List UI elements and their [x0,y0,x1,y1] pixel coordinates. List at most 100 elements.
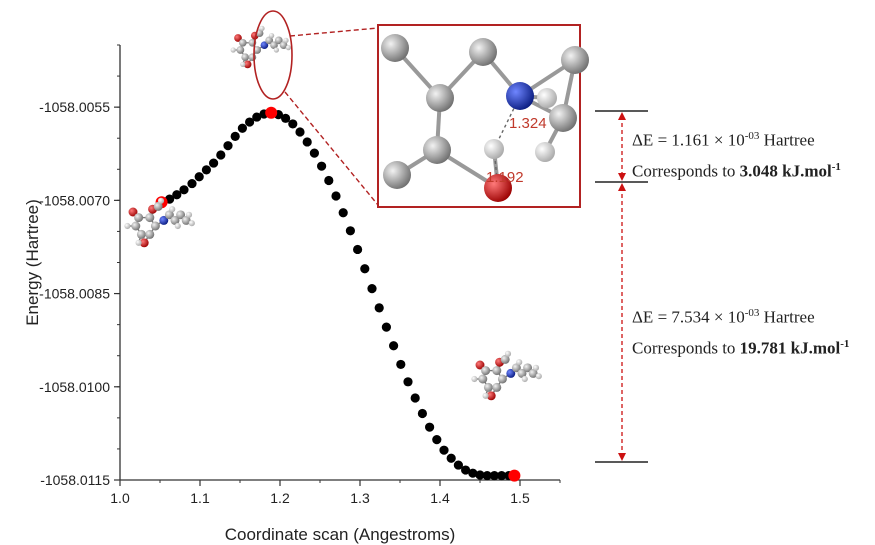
atom [497,374,507,384]
atom [273,47,280,53]
atom [135,239,142,246]
data-point [288,119,298,129]
data-point [453,460,463,470]
atom [270,41,278,50]
atom [157,197,165,204]
data-point [461,465,471,475]
atom [535,373,542,380]
atom [169,206,176,213]
x-tick-label: 1.1 [190,490,210,506]
atom [521,375,528,383]
inset-label-oh: 1.192 [486,169,524,186]
data-point [179,185,189,195]
atom [145,213,155,223]
atom [259,25,265,32]
atom [139,238,149,248]
atom [511,363,521,373]
data-point [482,471,492,481]
data-point [446,453,456,463]
molecule-product [471,350,542,401]
atom [484,139,504,159]
x-tick-label: 1.5 [510,490,530,506]
atom [481,366,491,376]
x-tick-label: 1.3 [350,490,370,506]
inset-label-nh: 1.324 [509,115,547,132]
data-point [425,422,435,432]
atom [136,229,146,239]
data-marks [155,106,521,482]
data-point [317,161,327,171]
data-point [281,113,291,123]
atom [471,375,478,383]
atom [504,350,512,357]
atom [243,60,252,69]
atom [484,174,512,202]
data-point [338,208,348,218]
molecule-reactant [124,197,195,248]
x-tick-label: 1.4 [430,490,450,506]
data-point [223,141,233,151]
atom [492,382,502,392]
x-tick-label: 1.0 [110,490,130,506]
data-point [367,284,377,294]
atom [561,46,589,74]
data-point [324,175,334,186]
atom [260,41,269,50]
atom [145,229,155,239]
atom [185,211,193,218]
atom [279,41,288,50]
data-point [468,468,478,478]
atom [500,354,510,364]
data-point [475,470,485,480]
data-point [381,322,391,332]
atom [516,359,523,366]
y-tick-label: -1058.0115 [40,472,110,488]
data-point [309,148,319,158]
x-axis-title: Coordinate scan (Angestroms) [225,525,456,544]
atom [159,215,169,225]
data-point [489,471,499,481]
data-point [331,191,341,201]
atom [506,368,516,378]
atom [383,161,411,189]
data-point [374,303,384,313]
atom [486,391,496,401]
y-tick-label: -1058.0085 [39,286,110,302]
atom [523,363,533,373]
y-tick-label: -1058.0055 [39,99,110,115]
atom [535,142,555,162]
atom [483,382,493,392]
atom [181,215,191,225]
data-point [201,165,211,175]
data-point [216,150,226,160]
data-point [396,359,406,370]
data-point [252,112,262,122]
atom [134,213,144,223]
y-tick-label: -1058.0070 [39,192,110,208]
atom [381,34,409,62]
data-point [439,445,449,455]
data-point [345,226,355,236]
molecule-transition-state [230,25,292,69]
atom [153,201,163,211]
energy-gap-markers [595,110,648,463]
highlight-ellipse [253,10,293,100]
data-point [410,393,420,403]
atom [230,47,236,53]
arrow-head-lower-bottom [618,453,626,461]
atom [234,34,242,42]
data-point [187,178,197,189]
atom [241,53,250,62]
atom [124,222,131,230]
atom [492,366,502,376]
axes: 1.0 1.1 1.2 1.3 1.4 1.5 -1058.0055 -1058.0070 -1… [23,44,561,544]
atom [532,364,540,371]
data-point [432,435,442,445]
atom [174,222,181,230]
annotation-delta-e-lower: ΔE = 7.534 × 10-03 Hartree Corresponds t… [632,307,850,358]
data-point [417,408,427,419]
data-point [295,127,305,137]
x-tick-label: 1.2 [270,490,290,506]
atom [240,61,246,68]
